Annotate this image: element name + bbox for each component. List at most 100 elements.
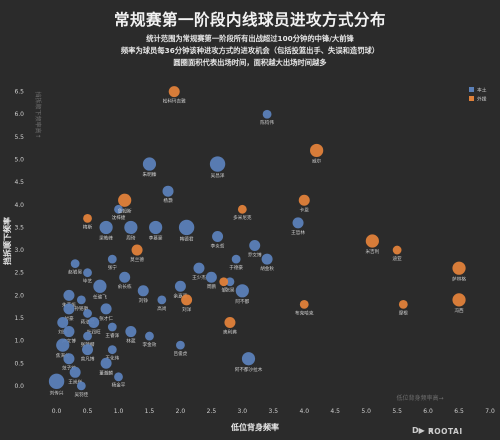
y-tick-label: 1.0 (14, 338, 24, 345)
point-label: 王哲林 (291, 229, 305, 236)
point-label: 张昊 (225, 287, 235, 294)
data-point (181, 294, 193, 306)
y-tick-label: 6.5 (14, 89, 24, 96)
data-point (174, 280, 186, 292)
point-label: 李金效 (143, 341, 157, 348)
data-point (56, 338, 70, 352)
data-point (83, 213, 92, 223)
x-tick-label: 6.5 (454, 408, 464, 415)
data-point (100, 357, 112, 369)
y-axis-label: 挡拆顺下频率 (2, 217, 12, 265)
point-label: 杜润旺 (87, 329, 101, 336)
data-point (212, 230, 224, 242)
data-point (398, 299, 408, 309)
point-label: 刘传兴 (50, 390, 64, 397)
point-label: 乔文博 (248, 252, 262, 259)
data-point (299, 299, 309, 309)
data-point (125, 326, 137, 338)
point-label: 沈梓捷 (112, 214, 126, 221)
point-label: 俞长栋 (118, 283, 132, 290)
y-tick-label: 4.5 (14, 179, 24, 186)
data-point (88, 317, 100, 328)
data-point (63, 303, 75, 315)
data-point (76, 295, 86, 305)
x-axis-label: 低位背身频率 (230, 422, 279, 432)
x-tick-label: 6.0 (423, 408, 433, 415)
data-point (107, 254, 117, 264)
data-point (298, 194, 310, 206)
data-point (93, 279, 107, 293)
x-tick-label: 4.5 (330, 408, 340, 415)
data-point (107, 322, 117, 332)
point-label: 松科玛吉雅 (163, 98, 186, 105)
data-point (114, 204, 123, 214)
data-point (162, 185, 174, 197)
point-label: 毕艺 (83, 278, 93, 285)
data-point (262, 109, 272, 119)
data-point (157, 295, 167, 305)
point-label: 焦海龙 (56, 352, 70, 359)
point-label: 王化伟 (105, 355, 119, 362)
point-label: 胡金秋 (260, 265, 274, 272)
data-point (219, 277, 229, 287)
point-label: 付豪 (64, 315, 74, 322)
data-point (83, 309, 92, 318)
x-tick-label: 2.5 (207, 408, 217, 415)
point-label: 阿不都沙拉木 (235, 366, 263, 373)
point-label: 周琦 (126, 236, 136, 242)
y-tick-label: 1.5 (14, 315, 24, 322)
point-label: 高尚 (157, 305, 167, 312)
y-tick-label: 0.0 (14, 383, 24, 390)
point-label: 于德豪 (229, 264, 243, 271)
data-point (83, 268, 92, 278)
point-label: 赵岩昊 (68, 269, 82, 276)
y-tick-label: 2.5 (14, 270, 24, 277)
x-tick-label: 5.5 (392, 408, 402, 415)
point-label: 迪亚 (393, 255, 403, 262)
point-label: 蒋浩然 (81, 318, 95, 325)
point-label: 萨林格 (452, 275, 466, 282)
data-point (168, 86, 180, 98)
point-label: 吴昌泽 (211, 172, 225, 179)
chart-title: 常规赛第一阶段内线球员进攻方式分布 (113, 11, 386, 29)
point-label: 余嘉豪 (174, 292, 188, 299)
data-point (392, 245, 402, 255)
point-label: 曾凡博 (81, 356, 95, 363)
x-tick-label: 5.0 (361, 408, 371, 415)
data-point (365, 234, 379, 248)
data-point (137, 285, 149, 297)
point-label: 卢文博 (62, 338, 76, 345)
data-point (176, 340, 185, 350)
point-label: 张宁 (108, 264, 118, 271)
data-point (48, 373, 65, 390)
data-point (118, 193, 132, 207)
brand-logo-icon: D▶ × (412, 426, 435, 435)
data-point (149, 220, 163, 235)
point-label: 吴羽佳 (74, 391, 88, 398)
chart-subtitle-3: 圆圈面积代表出场时间，面积越大出场时间越多 (173, 58, 327, 67)
data-point (119, 271, 131, 283)
point-label: 孙铭徽 (74, 305, 88, 312)
data-point (57, 317, 69, 328)
data-point (76, 381, 86, 391)
point-label: 韩德君 (180, 236, 194, 243)
point-label: 王岚嵚 (68, 378, 82, 385)
data-point (235, 284, 249, 298)
x-tick-label: 0.5 (83, 408, 93, 415)
point-label: 卡恩 (300, 206, 310, 213)
x-tick-label: 1.5 (145, 408, 155, 415)
legend-label: 本土 (477, 87, 487, 94)
point-label: 陈钧伟 (260, 119, 274, 126)
y-tick-label: 3.5 (14, 224, 24, 231)
point-label: 杨灏 (163, 197, 173, 204)
point-label: 杨金平 (112, 382, 126, 389)
data-point (142, 157, 157, 171)
y-tick-label: 5.5 (14, 134, 24, 141)
data-point (205, 271, 217, 283)
point-label: 范子铭 (62, 365, 76, 372)
data-point (241, 352, 256, 366)
point-label: 梁皓峰 (99, 235, 113, 242)
point-label: 冯西 (454, 307, 464, 314)
point-label: 多米尼克 (233, 214, 252, 221)
